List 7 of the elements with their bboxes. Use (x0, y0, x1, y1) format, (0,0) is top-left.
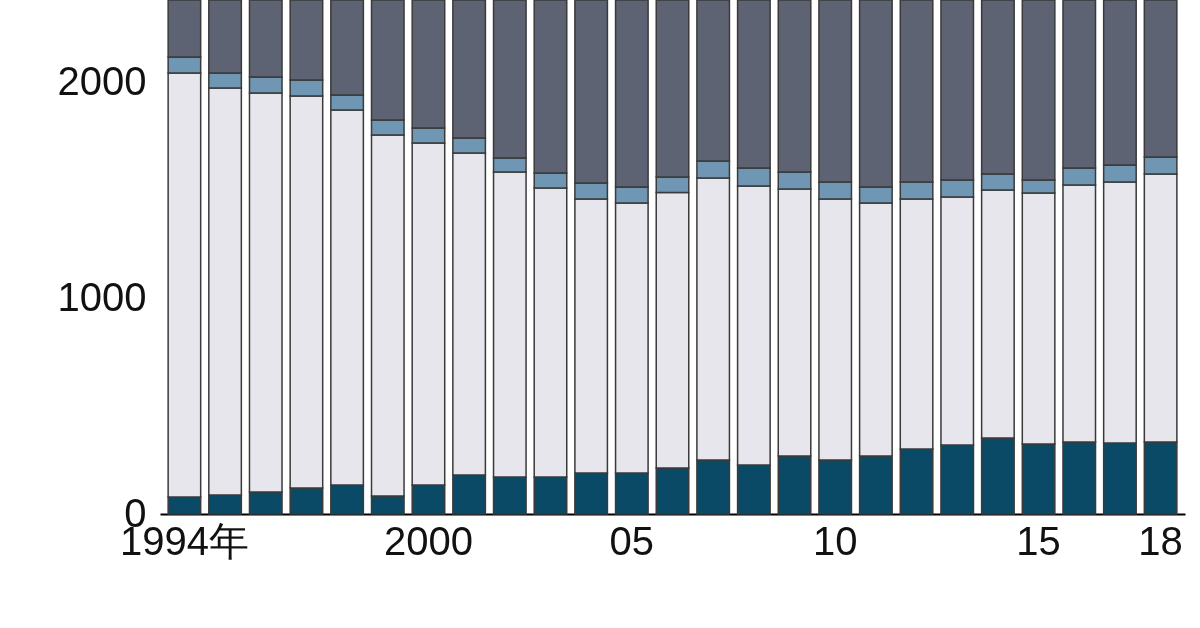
x-tick-label: 05 (609, 518, 655, 563)
y-tick-label: 2000 (57, 59, 147, 104)
x-tick-label: 10 (812, 518, 858, 563)
x-tick-label: 2000 (383, 518, 473, 563)
x-tick-label: 15 (1016, 518, 1061, 563)
y-tick-label: 1000 (57, 274, 147, 319)
x-tick-label: 18 (1138, 518, 1183, 563)
